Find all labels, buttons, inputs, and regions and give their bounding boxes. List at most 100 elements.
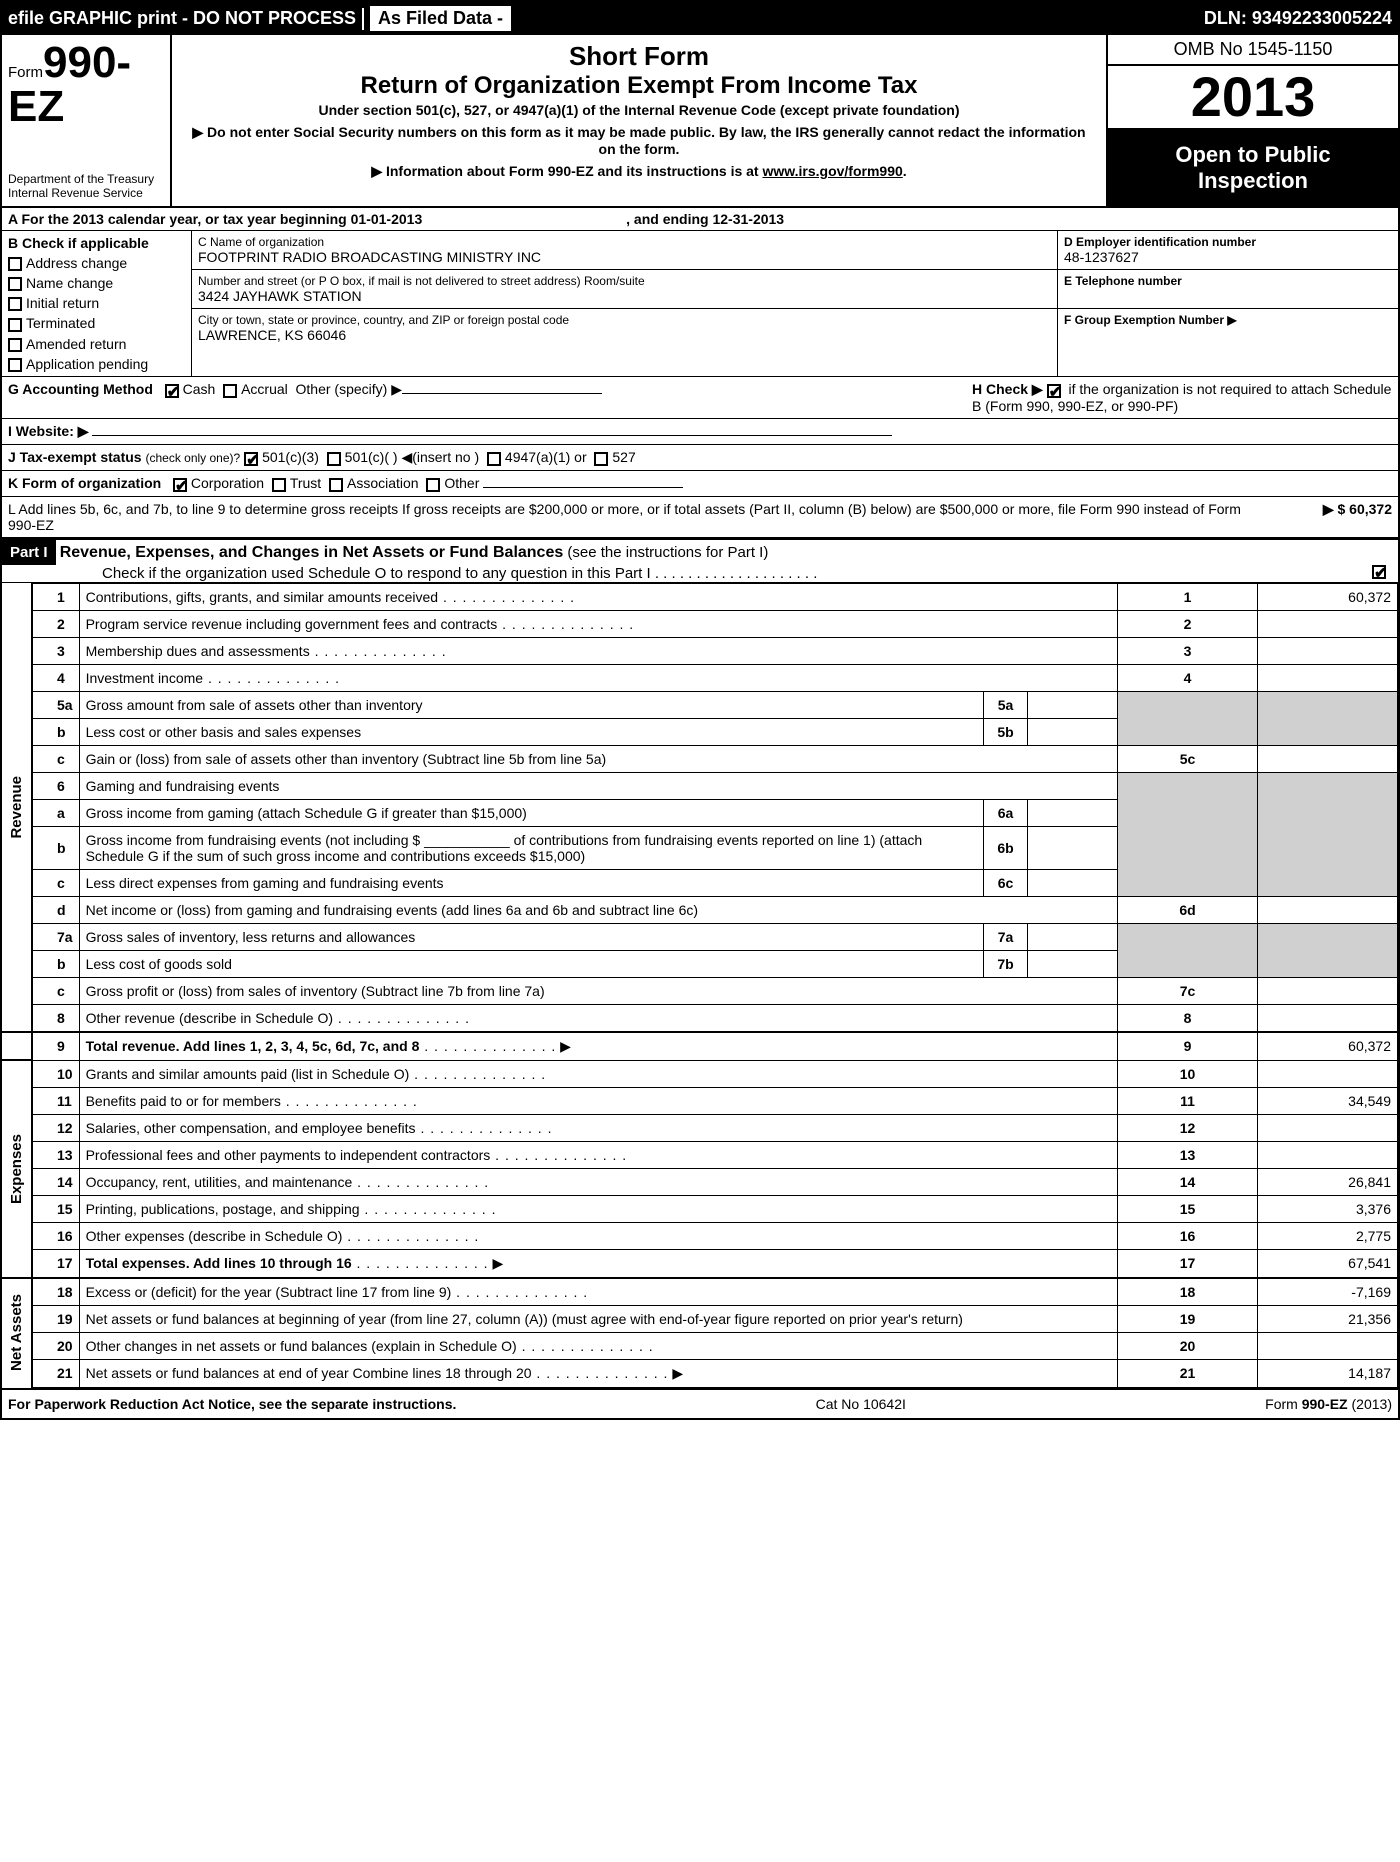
line-4-desc: Investment income (86, 670, 204, 686)
checkbox-b-2[interactable] (8, 297, 22, 311)
page-footer: For Paperwork Reduction Act Notice, see … (2, 1388, 1398, 1418)
line-16-num: 16 (32, 1222, 79, 1249)
line-19-desc: Net assets or fund balances at beginning… (86, 1311, 963, 1327)
line-8-desc: Other revenue (describe in Schedule O) (86, 1010, 333, 1026)
org-name: FOOTPRINT RADIO BROADCASTING MINISTRY IN… (198, 249, 1051, 265)
open-public-1: Open to Public (1112, 142, 1394, 168)
topbar: efile GRAPHIC print - DO NOT PROCESS As … (2, 2, 1398, 35)
checkbox-527[interactable] (594, 452, 608, 466)
footer-form-year: (2013) (1348, 1396, 1392, 1412)
line-8-box: 8 (1118, 1004, 1258, 1032)
checkbox-501c3[interactable] (244, 452, 258, 466)
a-mid-label: , and ending (626, 211, 712, 227)
checkbox-trust[interactable] (272, 478, 286, 492)
tax-year: 2013 (1108, 66, 1398, 130)
line-3-box: 3 (1118, 637, 1258, 664)
checkbox-cash[interactable] (165, 384, 179, 398)
b-check-item: Terminated (8, 315, 185, 331)
line-3-amt (1258, 637, 1398, 664)
line-11-desc: Benefits paid to or for members (86, 1093, 281, 1109)
line-7c-desc: Gross profit or (loss) from sales of inv… (86, 983, 545, 999)
checkbox-b-3[interactable] (8, 318, 22, 332)
checkbox-accrual[interactable] (223, 384, 237, 398)
checkbox-schedule-b[interactable] (1047, 384, 1061, 398)
other-label: Other (specify) ▶ (296, 381, 402, 397)
as-filed-label: As Filed Data - (370, 6, 511, 31)
part-i-checknote: Check if the organization used Schedule … (102, 565, 817, 582)
checkbox-assoc[interactable] (329, 478, 343, 492)
checkbox-schedule-o[interactable] (1372, 565, 1386, 579)
lines-table: Revenue 1 Contributions, gifts, grants, … (2, 583, 1398, 1388)
line-6-desc: Gaming and fundraising events (86, 778, 280, 794)
line-21-box: 21 (1118, 1359, 1258, 1387)
c-addr-label: Number and street (or P O box, if mail i… (198, 274, 1051, 288)
checkbox-other-org[interactable] (426, 478, 440, 492)
line-1-num: 1 (32, 583, 79, 610)
line-6d-num: d (32, 896, 79, 923)
checkbox-4947[interactable] (487, 452, 501, 466)
part-i-title: Revenue, Expenses, and Changes in Net As… (60, 544, 564, 561)
dept-irs: Internal Revenue Service (8, 186, 164, 200)
title-return: Return of Organization Exempt From Incom… (184, 72, 1094, 100)
line-10-box: 10 (1118, 1060, 1258, 1087)
k-label: K Form of organization (8, 475, 161, 491)
line-11-box: 11 (1118, 1087, 1258, 1114)
form-prefix: Form (8, 64, 43, 81)
line-6c-num: c (32, 869, 79, 896)
line-6a-mid: 6a (984, 799, 1028, 826)
title-short-form: Short Form (184, 41, 1094, 72)
other-org-label: Other (444, 475, 479, 491)
line-7b-num: b (32, 950, 79, 977)
line-5c-amt (1258, 745, 1398, 772)
line-5b-num: b (32, 718, 79, 745)
checkbox-501c[interactable] (327, 452, 341, 466)
assoc-label: Association (347, 475, 419, 491)
line-14-desc: Occupancy, rent, utilities, and maintena… (86, 1174, 353, 1190)
checkbox-b-5[interactable] (8, 358, 22, 372)
side-revenue: Revenue (8, 776, 25, 839)
line-12-box: 12 (1118, 1114, 1258, 1141)
line-3-num: 3 (32, 637, 79, 664)
line-4-num: 4 (32, 664, 79, 691)
line-11-num: 11 (32, 1087, 79, 1114)
open-public-2: Inspection (1112, 168, 1394, 194)
line-9-box: 9 (1118, 1032, 1258, 1061)
org-info-grid: B Check if applicable Address changeName… (2, 231, 1398, 378)
line-5a-mid: 5a (984, 691, 1028, 718)
irs-link[interactable]: www.irs.gov/form990 (762, 163, 902, 179)
e-label: E Telephone number (1064, 274, 1392, 288)
line-1-box: 1 (1118, 583, 1258, 610)
efile-label: efile GRAPHIC print - DO NOT PROCESS (8, 8, 356, 29)
checkbox-b-4[interactable] (8, 338, 22, 352)
note-info-pre: ▶ Information about Form 990-EZ and its … (371, 163, 762, 179)
line-21-desc: Net assets or fund balances at end of ye… (86, 1365, 532, 1381)
line-15-num: 15 (32, 1195, 79, 1222)
part-i-subtitle: (see the instructions for Part I) (567, 544, 768, 561)
line-18-desc: Excess or (deficit) for the year (Subtra… (86, 1284, 452, 1300)
line-6c-desc: Less direct expenses from gaming and fun… (86, 875, 444, 891)
checkbox-b-0[interactable] (8, 257, 22, 271)
line-5c-num: c (32, 745, 79, 772)
section-a-row: A For the 2013 calendar year, or tax yea… (2, 208, 1398, 231)
line-14-box: 14 (1118, 1168, 1258, 1195)
i-label: I Website: ▶ (8, 423, 89, 439)
line-14-num: 14 (32, 1168, 79, 1195)
checkbox-corp[interactable] (173, 478, 187, 492)
line-18-box: 18 (1118, 1278, 1258, 1306)
line-6a-desc: Gross income from gaming (attach Schedul… (86, 805, 527, 821)
f-label: F Group Exemption Number ▶ (1064, 313, 1392, 327)
line-21-amt: 14,187 (1258, 1359, 1398, 1387)
footer-cat: Cat No 10642I (816, 1396, 906, 1412)
line-8-num: 8 (32, 1004, 79, 1032)
line-11-amt: 34,549 (1258, 1087, 1398, 1114)
line-12-num: 12 (32, 1114, 79, 1141)
j-sub: (check only one)? (145, 451, 240, 465)
b-check-item: Name change (8, 275, 185, 291)
part-i-header: Part I Revenue, Expenses, and Changes in… (2, 538, 1398, 583)
checkbox-b-1[interactable] (8, 277, 22, 291)
b-item-label: Terminated (26, 315, 95, 331)
line-7a-desc: Gross sales of inventory, less returns a… (86, 929, 416, 945)
line-6b-mid: 6b (984, 826, 1028, 869)
line-6-num: 6 (32, 772, 79, 799)
line-17-desc: Total expenses. Add lines 10 through 16 (86, 1255, 352, 1271)
